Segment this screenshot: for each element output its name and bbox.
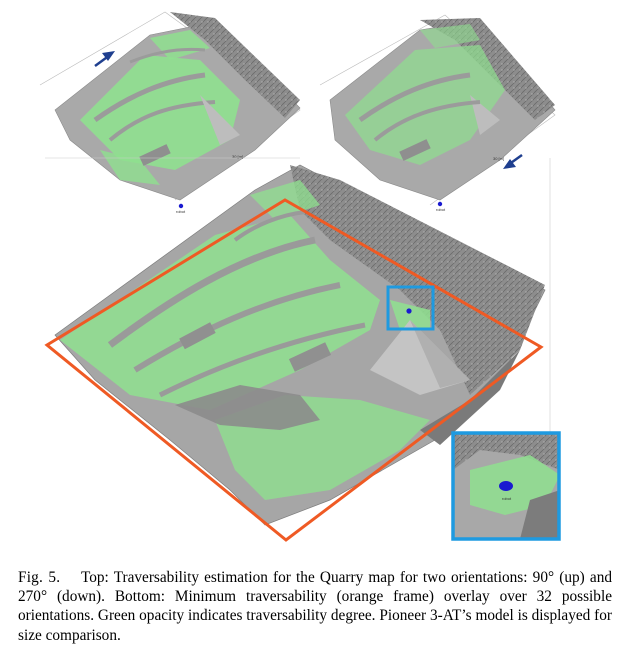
zoom-region-box <box>386 285 435 331</box>
arrow-up-icon <box>94 51 115 68</box>
figure-caption: Fig. 5. Top: Traversability estimation f… <box>18 568 612 645</box>
bottom-map-robot-marker <box>406 308 412 314</box>
top-right-map: robot 30 [m] <box>319 14 556 212</box>
figure-quarry-traversability: robot 30 [m] robot 30 [m] <box>39 11 561 542</box>
top-right-scale-label: 30 [m] <box>493 156 504 161</box>
orange-frame <box>44 198 544 542</box>
zoom-robot-marker <box>499 481 513 491</box>
top-left-robot-label: robot <box>176 209 186 214</box>
top-right-robot-label: robot <box>436 207 446 212</box>
top-right-robot-marker <box>437 201 443 207</box>
zoom-robot-label: robot <box>502 496 512 501</box>
top-left-robot-marker <box>178 203 184 209</box>
caption-label: Fig. 5. <box>18 569 61 586</box>
arrow-down-icon <box>503 153 523 169</box>
top-left-map: robot 30 [m] <box>39 11 301 214</box>
zoom-inset: robot <box>451 431 561 541</box>
caption-text: Top: Traversability estimation for the Q… <box>18 569 613 644</box>
top-left-scale-label: 30 [m] <box>232 154 243 159</box>
